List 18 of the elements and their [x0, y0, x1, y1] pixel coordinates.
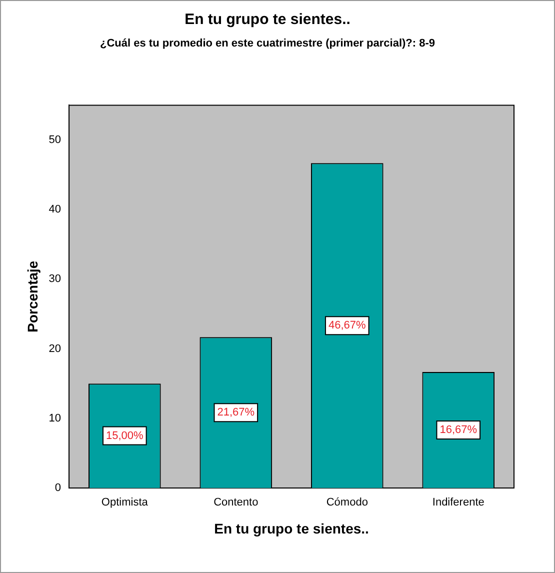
- x-tick-label: Cómodo: [326, 496, 368, 509]
- y-tick-label: 40: [48, 204, 62, 216]
- y-tick-label: 30: [48, 273, 62, 286]
- x-tick-label: Contento: [214, 496, 258, 509]
- y-tick-label: 10: [48, 412, 62, 424]
- y-axis-title: Porcentaje: [24, 260, 40, 332]
- chart-title: En tu grupo te sientes..: [184, 11, 350, 28]
- chart-subtitle: ¿Cuál es tu promedio en este cuatrimestre (primer parcial)?: 8-9: [100, 38, 435, 50]
- x-tick-label: Indiferente: [432, 496, 484, 509]
- data-label: 46,67%: [328, 320, 366, 332]
- data-label: 15,00%: [106, 430, 144, 442]
- x-tick-label: Optimista: [101, 496, 149, 509]
- y-tick-label: 0: [54, 482, 62, 494]
- y-tick-label: 20: [48, 342, 62, 355]
- x-axis-title: En tu grupo te sientes..: [214, 520, 369, 536]
- y-tick-label: 50: [48, 134, 62, 146]
- data-label: 21,67%: [217, 406, 255, 419]
- data-label: 16,67%: [440, 424, 478, 436]
